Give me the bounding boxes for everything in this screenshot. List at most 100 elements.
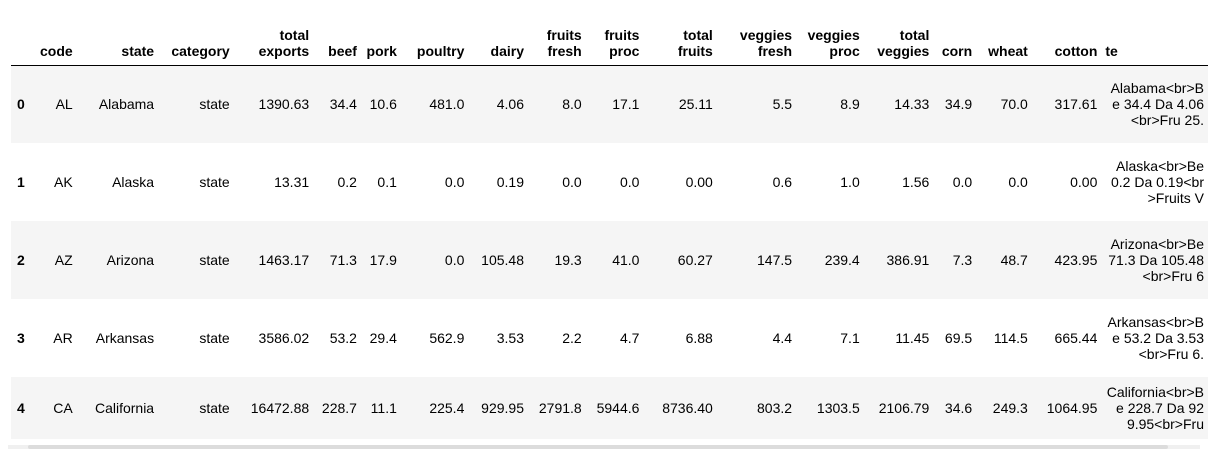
table-cell: Arizona<br>Be 71.3 Da 105.48<br>Fru 6: [1108, 236, 1204, 284]
table-cell: 8.0: [562, 96, 582, 113]
table-cell: 4.06: [496, 96, 524, 113]
table-cell: 71.3: [329, 252, 357, 268]
table-cell: 0.0: [952, 174, 973, 190]
table-cell: 10.6: [369, 96, 397, 113]
table-cell: 0.0: [444, 252, 465, 268]
table-cell: 17.1: [612, 96, 640, 113]
table-cell: state: [199, 330, 230, 346]
column-header: veggies proc: [807, 26, 860, 59]
table-row: 2 AZ Arizona state 1463.17 71.3 17.9 0.0 105.48 1…: [11, 221, 1208, 299]
row-index: 1: [17, 174, 25, 190]
table-cell: 2.2: [562, 330, 582, 346]
table-cell: 147.5: [757, 252, 793, 268]
table-cell: 17.9: [369, 252, 397, 268]
table-cell: 228.7: [321, 400, 357, 416]
table-row: 4 CA California state 16472.88 228.7 11.1 225.4…: [11, 377, 1208, 439]
table-cell: 41.0: [612, 252, 640, 268]
table-cell: 929.95: [481, 400, 524, 416]
table-cell: 13.31: [274, 174, 310, 190]
column-header: total fruits: [677, 26, 713, 59]
table-cell: state: [199, 252, 230, 268]
table-cell: 8.9: [840, 96, 860, 113]
table-cell: 0.2: [337, 174, 357, 190]
table-cell: 386.91: [886, 252, 930, 268]
table-cell: 2791.8: [538, 400, 582, 416]
column-header: te: [1105, 42, 1118, 59]
table-cell: 803.2: [757, 400, 793, 416]
table-cell: 7.1: [840, 330, 860, 346]
table-cell: Arkansas: [95, 330, 155, 346]
row-index: 4: [17, 400, 25, 416]
table-cell: 34.9: [944, 96, 973, 113]
column-header: dairy: [490, 42, 524, 59]
table-cell: 1303.5: [816, 400, 860, 416]
table-cell: Alabama: [98, 96, 155, 113]
table-cell: 5944.6: [596, 400, 640, 416]
table-cell: 225.4: [429, 400, 465, 416]
column-header: poultry: [416, 42, 465, 59]
table-cell: 29.4: [369, 330, 397, 346]
table-cell: 5.5: [772, 96, 793, 113]
table-cell: 4.4: [772, 330, 793, 346]
table-cell: 1463.17: [258, 252, 310, 268]
table-cell: 1.56: [902, 174, 930, 190]
table-cell: 48.7: [1000, 252, 1028, 268]
table-cell: Alaska: [112, 174, 155, 190]
column-header: total veggies: [877, 26, 930, 59]
horizontal-scrollbar[interactable]: [8, 445, 1200, 449]
table-cell: 3.53: [496, 330, 524, 346]
column-header: beef: [328, 42, 357, 59]
table-cell: Arkansas<br>Be 53.2 Da 3.53<br>Fru 6.: [1107, 314, 1205, 362]
table-cell: 0.1: [377, 174, 397, 190]
table-body: 0 AL Alabama state 1390.63 34.4 10.6 481.0 4.06 8…: [11, 65, 1208, 439]
table-cell: 423.95: [1054, 252, 1098, 268]
table-cell: 317.61: [1054, 96, 1098, 113]
table-cell: AZ: [54, 252, 73, 268]
dataframe-table: code state category total exports beef pork pou…: [11, 20, 1208, 439]
table-cell: 114.5: [993, 330, 1028, 346]
table-cell: AL: [55, 96, 73, 113]
header-row: code state category total exports beef pork pou…: [11, 20, 1208, 65]
table-cell: 25.11: [678, 96, 713, 113]
column-header: total exports: [258, 26, 310, 59]
column-header: fruits proc: [604, 26, 640, 59]
table-row: 3 AR Arkansas state 3586.02 53.2 29.4 562.9 3.53…: [11, 299, 1208, 377]
column-header: veggies fresh: [739, 26, 793, 59]
column-header: category: [171, 42, 230, 59]
table-cell: 11.45: [895, 330, 930, 346]
table-row: 1 AK Alaska state 13.31 0.2 0.1 0.0 0.19 0.0 0.0 0.…: [11, 143, 1208, 221]
table-cell: 0.19: [496, 174, 524, 190]
table-cell: 0.6: [772, 174, 793, 190]
table-cell: state: [199, 96, 230, 113]
table-cell: 14.33: [894, 96, 930, 113]
table-cell: 2106.79: [878, 400, 930, 416]
column-header: fruits fresh: [546, 26, 582, 59]
table-cell: 105.48: [481, 252, 524, 268]
index-header: [11, 20, 35, 65]
table-cell: 1064.95: [1046, 400, 1098, 416]
row-index: 2: [17, 252, 25, 268]
table-cell: 8736.40: [662, 400, 713, 416]
column-header: pork: [366, 42, 397, 59]
table-cell: 0.0: [619, 174, 640, 190]
table-cell: California<br>Be 228.7 Da 929.95<br>Fru: [1106, 384, 1204, 432]
table-cell: 1.0: [840, 174, 860, 190]
table-cell: 249.3: [992, 400, 1028, 416]
table-cell: 16472.88: [250, 400, 310, 416]
column-header: corn: [941, 42, 973, 59]
table-cell: 6.88: [685, 330, 713, 346]
table-cell: 562.9: [429, 330, 465, 346]
table-cell: 7.3: [952, 252, 973, 268]
table-cell: AK: [54, 174, 73, 190]
table-cell: 3586.02: [258, 330, 310, 346]
table-cell: 60.27: [677, 252, 713, 268]
table-cell: 53.2: [329, 330, 357, 346]
table-cell: 1390.63: [258, 96, 310, 113]
table-cell: Alabama<br>Be 34.4 Da 4.06<br>Fru 25.: [1110, 80, 1204, 129]
scrollbar-thumb[interactable]: [28, 445, 1168, 449]
table-row: 0 AL Alabama state 1390.63 34.4 10.6 481.0 4.06 8…: [11, 65, 1208, 143]
table-cell: Arizona: [106, 252, 155, 268]
table-cell: 4.7: [619, 330, 640, 346]
table-cell: 239.4: [824, 252, 860, 268]
table-cell: 665.44: [1054, 330, 1098, 346]
